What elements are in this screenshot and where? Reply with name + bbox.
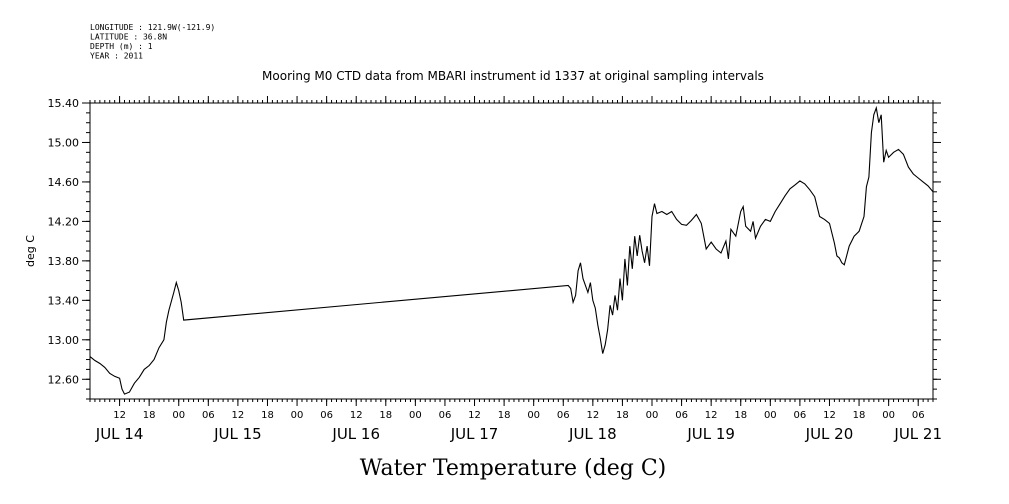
y-tick-label: 13.00	[48, 334, 80, 347]
y-tick-label: 14.60	[48, 176, 80, 189]
x-hour-label: 06	[439, 410, 452, 421]
x-hour-label: 18	[379, 410, 392, 421]
x-hour-label: 12	[705, 410, 718, 421]
water-temperature-line	[89, 105, 934, 395]
x-hour-label: 12	[823, 410, 836, 421]
y-tick-label: 15.40	[48, 97, 80, 110]
x-hour-label: 18	[498, 410, 511, 421]
y-tick-label: 12.60	[48, 373, 80, 386]
x-hour-label: 18	[853, 410, 866, 421]
plot-frame	[89, 102, 934, 400]
x-hour-label: 00	[172, 410, 185, 421]
y-tick-label: 15.00	[48, 136, 80, 149]
metadata-line: DEPTH (m) : 1	[90, 42, 153, 51]
x-hour-label: 18	[261, 410, 274, 421]
x-day-label: JUL 15	[213, 425, 262, 443]
x-hour-label: 00	[882, 410, 895, 421]
x-axis-day-labels: JUL 14 JUL 15 JUL 16 JUL 17 JUL 18 JUL 19 JUL …	[95, 425, 942, 443]
y-tick-label: 14.20	[48, 215, 80, 228]
x-hour-label: 00	[646, 410, 659, 421]
minor-tick-marks	[86, 100, 937, 402]
x-axis-label: Water Temperature (deg C)	[360, 456, 667, 481]
x-hour-label: 00	[764, 410, 777, 421]
location-metadata: LONGITUDE : 121.9W(-121.9)LATITUDE : 36.…	[90, 23, 215, 61]
x-hour-label: 12	[232, 410, 245, 421]
x-hour-label: 00	[409, 410, 422, 421]
x-hour-label: 18	[734, 410, 747, 421]
x-axis-ticks: 12 18 00 06 12 18 00 06 12 18 00 06 12 18 00 06 12 18 00 06…	[113, 96, 925, 421]
x-hour-label: 00	[291, 410, 304, 421]
x-day-label: JUL 19	[686, 425, 735, 443]
x-hour-label: 06	[675, 410, 688, 421]
x-hour-label: 18	[143, 410, 156, 421]
x-hour-label: 06	[912, 410, 925, 421]
x-hour-label: 00	[527, 410, 540, 421]
x-hour-label: 18	[616, 410, 629, 421]
x-hour-label: 12	[350, 410, 363, 421]
x-hour-label: 06	[202, 410, 215, 421]
x-hour-label: 06	[557, 410, 570, 421]
x-day-label: JUL 21	[893, 425, 942, 443]
x-day-label: JUL 18	[568, 425, 617, 443]
y-tick-label: 13.80	[48, 255, 80, 268]
x-day-label: JUL 20	[805, 425, 854, 443]
x-day-label: JUL 16	[331, 425, 380, 443]
x-hour-label: 06	[320, 410, 333, 421]
metadata-line: LONGITUDE : 121.9W(-121.9)	[90, 23, 215, 32]
x-hour-label: 12	[113, 410, 126, 421]
y-tick-label: 13.40	[48, 294, 80, 307]
y-axis-ticks: 12.60 13.00 13.40 13.80 14.20 14.60 15.00 15.40	[48, 97, 941, 386]
x-hour-label: 06	[794, 410, 807, 421]
x-hour-label: 12	[468, 410, 481, 421]
x-day-label: JUL 14	[95, 425, 144, 443]
metadata-line: YEAR : 2011	[90, 52, 143, 61]
x-day-label: JUL 17	[450, 425, 499, 443]
y-axis-label: deg C	[24, 235, 37, 267]
metadata-line: LATITUDE : 36.8N	[90, 33, 167, 42]
chart-title: Mooring M0 CTD data from MBARI instrumen…	[262, 69, 764, 83]
x-hour-label: 12	[586, 410, 599, 421]
